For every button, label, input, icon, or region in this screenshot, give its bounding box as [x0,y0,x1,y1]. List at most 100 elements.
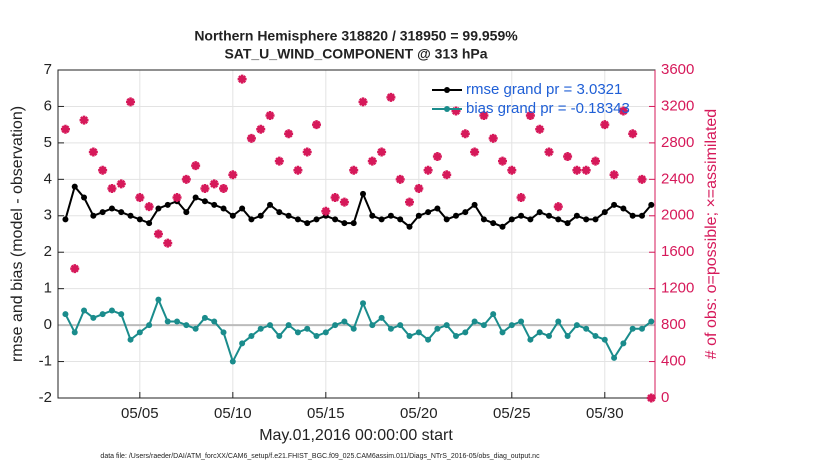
series-marker [248,216,255,223]
series-marker [573,322,580,329]
series-marker [443,322,450,329]
series-marker [164,318,171,325]
series-marker [592,216,599,223]
series-marker [443,216,450,223]
y2-tick-label: 2400 [661,170,694,187]
series-marker [118,209,125,216]
obs-marker [637,174,647,184]
series-marker [434,325,441,332]
obs-marker [367,156,377,166]
legend-marker [444,87,450,93]
series-marker [62,311,69,318]
obs-marker [609,170,619,180]
y-tick-label: 3 [44,207,52,224]
series-marker [174,318,181,325]
series-marker [322,329,329,336]
obs-marker [628,129,638,139]
y-tick-label: -2 [39,389,52,406]
series-marker [555,216,562,223]
series-marker [294,329,301,336]
obs-marker [460,129,470,139]
obs-marker [126,97,136,107]
obs-marker [209,179,219,189]
series-marker [397,322,404,329]
y2-tick-label: 0 [661,389,669,406]
obs-marker [181,174,191,184]
y2-tick-label: 1600 [661,243,694,260]
series-marker [480,216,487,223]
obs-marker [497,156,507,166]
series-marker [508,216,515,223]
series-marker [406,333,413,340]
series-marker [211,201,218,208]
series-marker [155,205,162,212]
series-marker [387,325,394,332]
series-marker [239,205,246,212]
series-marker [369,212,376,219]
series-marker [136,216,143,223]
series-marker [471,201,478,208]
obs-marker [563,152,573,162]
series-marker [564,333,571,340]
series-marker [108,307,115,314]
series-marker [239,340,246,347]
series-marker [99,311,106,318]
series-marker [136,329,143,336]
obs-marker [535,124,545,134]
series-marker [127,336,134,343]
series-line [64,296,652,365]
obs-marker [79,115,89,125]
x-tick-label: 05/05 [121,405,159,422]
x-tick-label: 05/25 [493,405,531,422]
obs-marker [274,156,284,166]
obs-marker [312,120,322,130]
series-marker [592,333,599,340]
obs-marker [544,147,554,157]
series-marker [387,212,394,219]
obs-marker [553,202,563,212]
series-marker [360,300,367,307]
obs-marker [339,197,349,207]
obs-marker [237,74,247,84]
series-marker [341,220,348,227]
series-marker [257,212,264,219]
series-marker [536,329,543,336]
obs-marker [256,124,266,134]
obs-marker [386,92,396,102]
series-marker [518,212,525,219]
series-marker [201,198,208,205]
series-marker [611,354,618,361]
series-marker [425,209,432,216]
series-marker [638,212,645,219]
series-marker [276,209,283,216]
obs-marker [219,183,229,193]
obs-marker [228,170,238,180]
obs-marker [135,193,145,203]
series-marker [313,333,320,340]
series-marker [453,333,459,340]
series-marker [99,209,106,216]
series-marker [155,296,162,303]
obs-marker [60,124,70,134]
series-marker [304,325,311,332]
series-marker [285,322,292,329]
obs-marker [646,393,656,403]
obs-marker [423,165,433,175]
x-axis-label: May.01,2016 00:00:00 start [259,427,453,444]
obs-marker [507,165,517,175]
obs-marker [284,129,294,139]
series-marker [629,325,636,332]
series-marker [583,325,590,332]
series-marker [545,212,552,219]
series-marker [183,322,190,329]
series-marker [406,223,413,230]
series-marker [211,318,218,325]
footnote: data file: /Users/raeder/DAI/ATM_forcXX/… [100,453,540,460]
series-marker [294,216,301,223]
obs-marker [200,183,210,193]
series-marker [480,322,487,329]
legend-label: rmse grand pr = 3.0321 [466,81,622,98]
series-marker [192,194,199,201]
y2-tick-label: 1200 [661,280,694,297]
